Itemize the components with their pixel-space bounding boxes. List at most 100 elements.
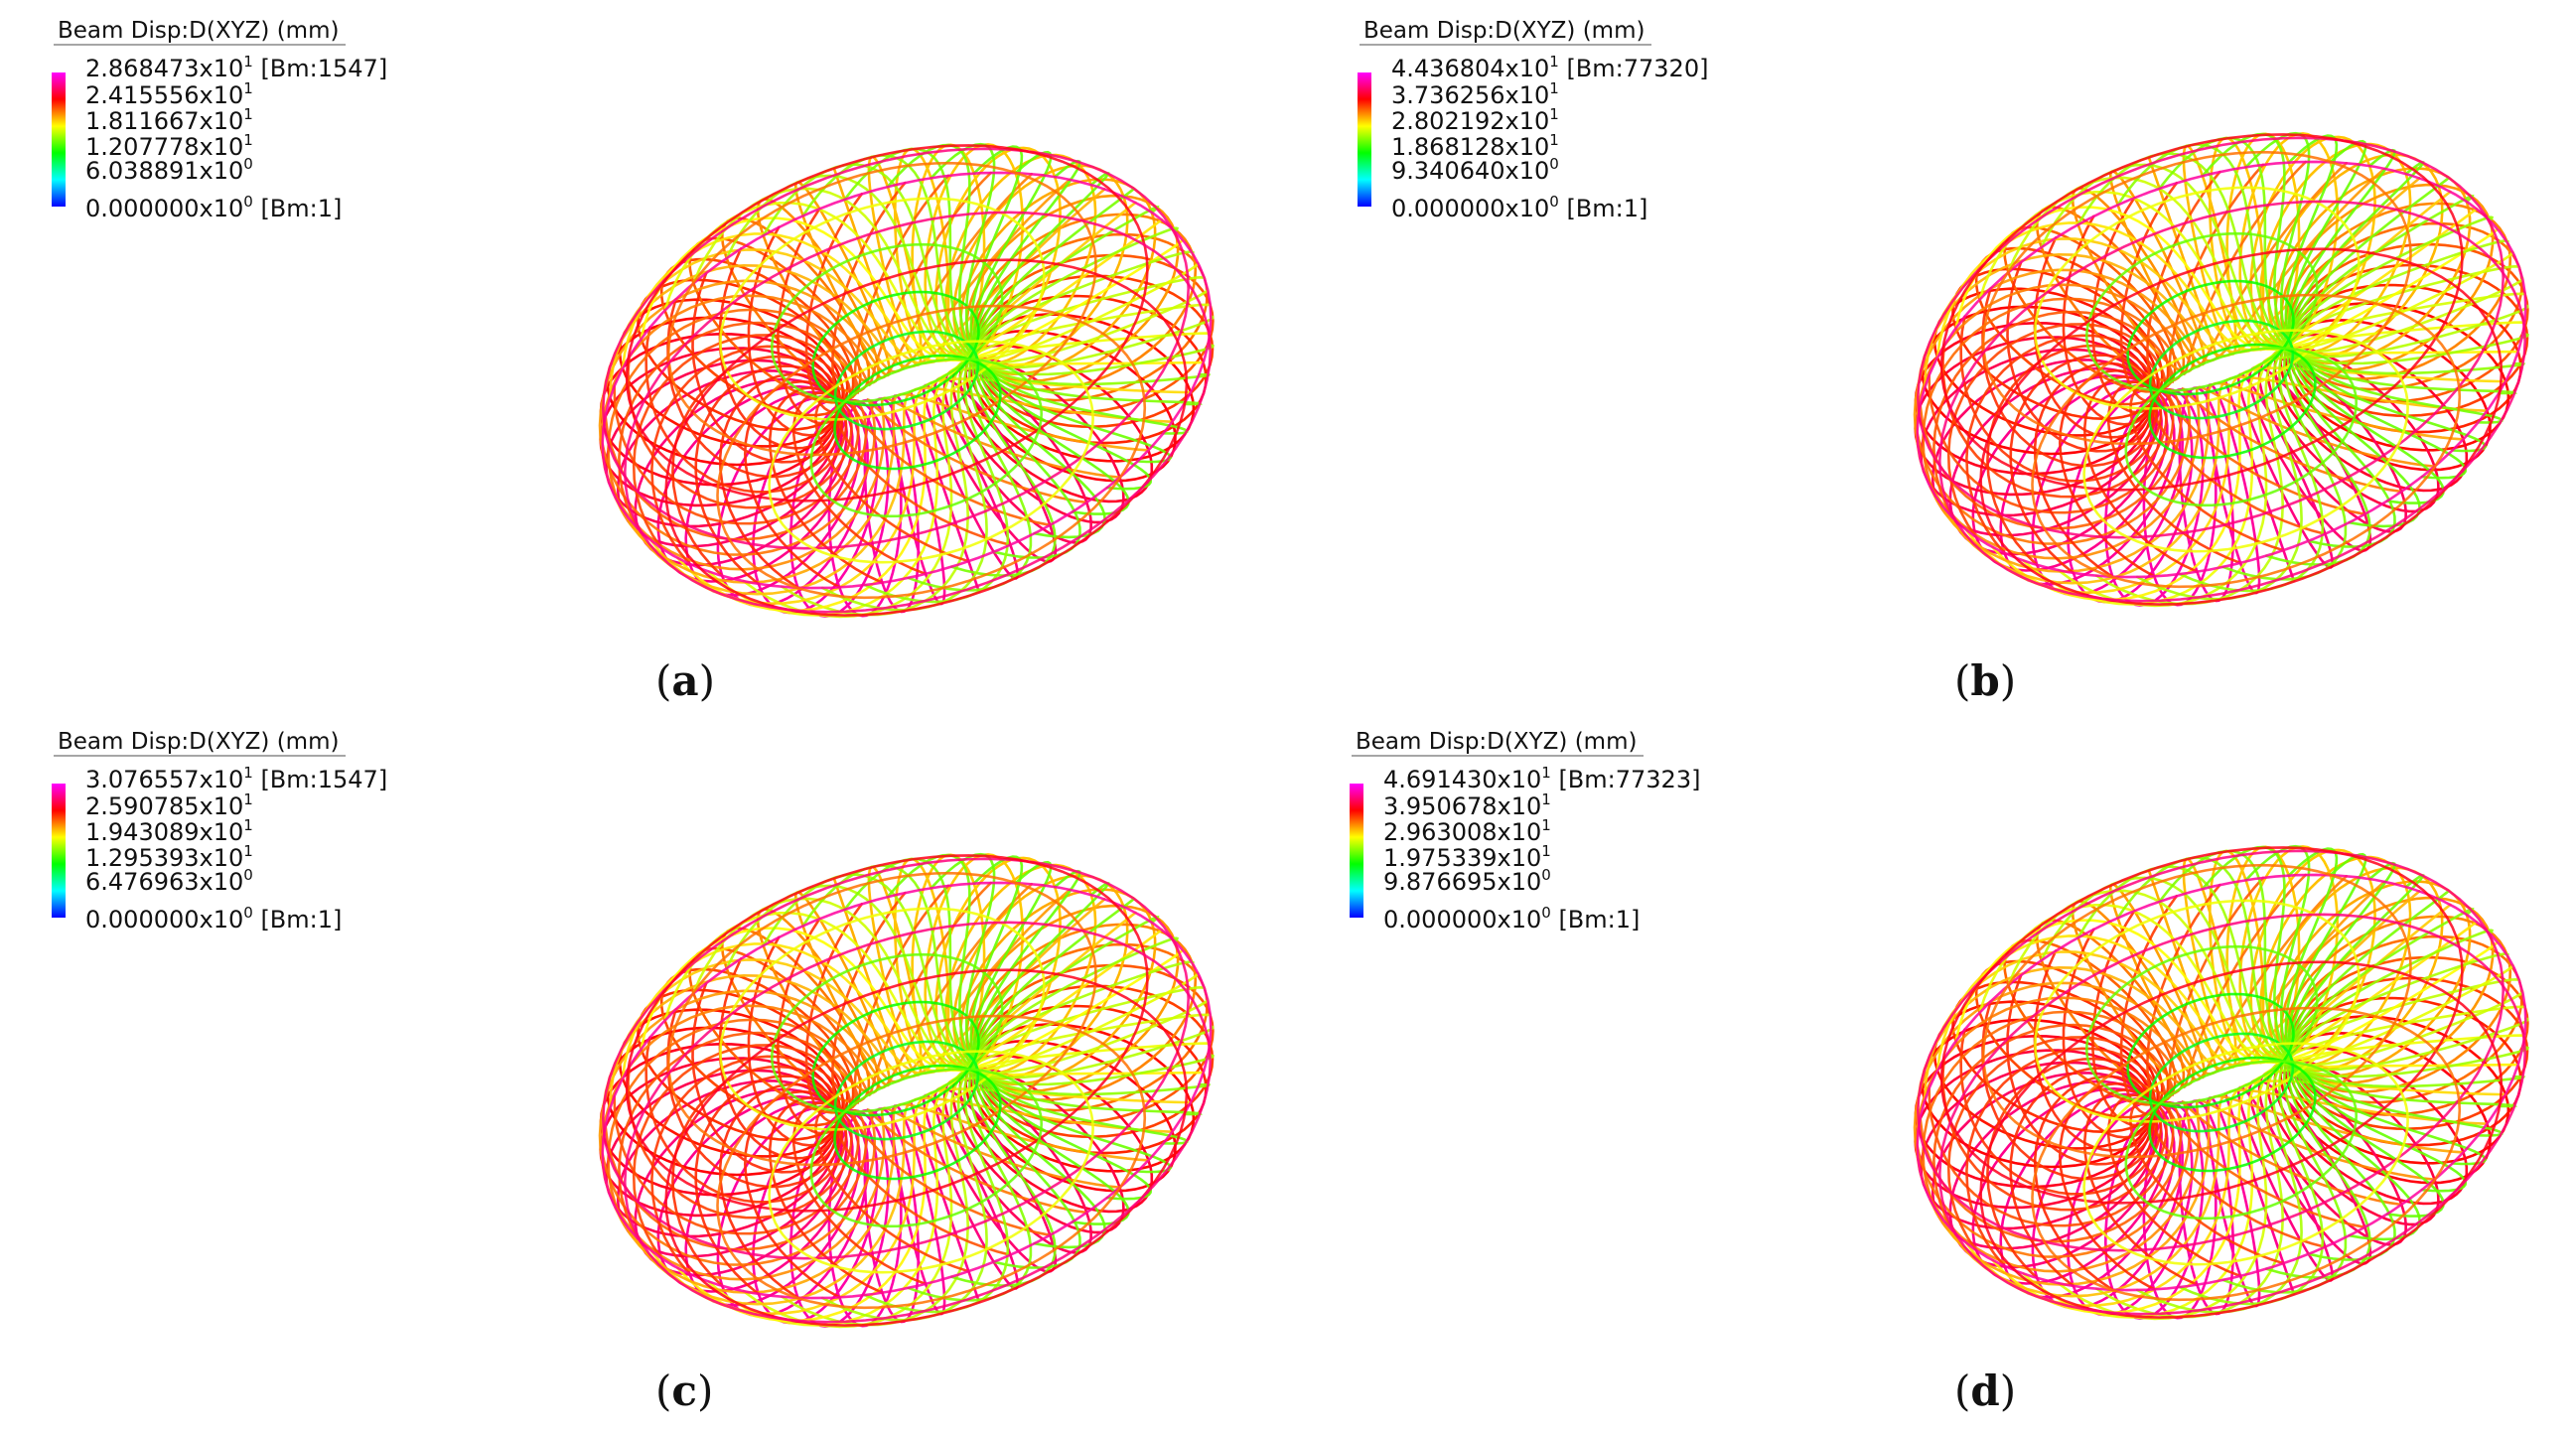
mesh-parallel-12 bbox=[664, 258, 1189, 617]
mesh-parallel-10 bbox=[768, 340, 1094, 564]
legend-exponent: 1 bbox=[1541, 764, 1551, 782]
legend-exponent: 0 bbox=[1541, 866, 1551, 884]
panel-d: Beam Disp:D(XYZ) (mm)4.691430x101 [Bm:77… bbox=[1350, 729, 2529, 1415]
color-scale-bar bbox=[1358, 72, 1371, 207]
legend-mantissa: 1.295393x10 bbox=[85, 844, 243, 872]
panel-caption: (d) bbox=[1954, 1366, 2016, 1415]
legend-mantissa: 2.802192x10 bbox=[1391, 107, 1549, 135]
legend-exponent: 1 bbox=[243, 131, 253, 149]
legend-mantissa: 4.691430x10 bbox=[1383, 766, 1541, 793]
legend-value-4: 6.038891x100 bbox=[85, 155, 253, 185]
legend-value-5: 0.000000x100 [Bm:1] bbox=[1391, 193, 1647, 222]
legend-value-1: 3.736256x101 bbox=[1391, 79, 1559, 109]
caption-close-paren: ) bbox=[2000, 1366, 2016, 1415]
mesh-parallel-2 bbox=[625, 144, 1149, 503]
legend-suffix: [Bm:1] bbox=[1559, 195, 1648, 222]
panel-caption: (c) bbox=[655, 1366, 713, 1415]
legend-exponent: 0 bbox=[243, 904, 253, 922]
mesh-parallel-9 bbox=[809, 358, 1044, 518]
mesh-parallel-3 bbox=[666, 871, 1097, 1167]
legend-exponent: 1 bbox=[243, 53, 253, 71]
legend-exponent: 1 bbox=[1549, 79, 1559, 97]
mesh-parallel-5 bbox=[2084, 231, 2319, 392]
color-scale-bar bbox=[1350, 784, 1363, 918]
legend-value-3: 1.868128x101 bbox=[1391, 131, 1559, 161]
mesh-parallel-0 bbox=[601, 881, 1213, 1300]
torus-wireframe bbox=[1913, 131, 2529, 608]
legend-value-5: 0.000000x100 [Bm:1] bbox=[1383, 904, 1640, 934]
mesh-parallel-4 bbox=[2034, 899, 2361, 1123]
mesh-parallel-13 bbox=[623, 211, 1213, 614]
mesh-parallel-12 bbox=[1979, 960, 2504, 1319]
legend-value-1: 3.950678x101 bbox=[1383, 790, 1551, 820]
legend-value-0: 3.076557x101 [Bm:1547] bbox=[85, 764, 387, 793]
mesh-parallel-6 bbox=[811, 1000, 980, 1117]
legend-exponent: 1 bbox=[1541, 790, 1551, 808]
legend-exponent: 1 bbox=[243, 79, 253, 97]
mesh-parallel-8 bbox=[2148, 343, 2317, 460]
legend-exponent: 1 bbox=[1549, 131, 1559, 149]
legend-exponent: 1 bbox=[243, 842, 253, 860]
mesh-parallel-0 bbox=[1916, 160, 2527, 579]
legend-mantissa: 2.415556x10 bbox=[85, 81, 243, 109]
legend-mantissa: 1.943089x10 bbox=[85, 818, 243, 846]
legend-mantissa: 2.963008x10 bbox=[1383, 818, 1541, 846]
legend-value-3: 1.207778x101 bbox=[85, 131, 253, 161]
mesh-parallel-9 bbox=[2124, 347, 2359, 507]
mesh-parallel-8 bbox=[833, 354, 1002, 471]
torus-wireframe bbox=[1913, 844, 2529, 1321]
legend-value-3: 1.975339x101 bbox=[1383, 842, 1551, 872]
caption-close-paren: ) bbox=[699, 656, 715, 705]
legend-mantissa: 0.000000x10 bbox=[1383, 906, 1541, 934]
legend-exponent: 1 bbox=[1549, 53, 1559, 71]
mesh-parallel-4 bbox=[719, 907, 1046, 1131]
legend-mantissa: 9.340640x10 bbox=[1391, 157, 1549, 185]
caption-open-paren: ( bbox=[1954, 1366, 1970, 1415]
legend-exponent: 0 bbox=[243, 866, 253, 884]
caption-letter: d bbox=[1970, 1366, 1999, 1415]
caption-close-paren: ) bbox=[2000, 656, 2016, 705]
legend-value-5: 0.000000x100 [Bm:1] bbox=[85, 193, 342, 222]
legend-mantissa: 1.811667x10 bbox=[85, 107, 243, 135]
legend-value-2: 1.943089x101 bbox=[85, 816, 253, 846]
mesh-parallel-11 bbox=[716, 1014, 1147, 1310]
mesh-parallel-4 bbox=[2034, 186, 2361, 410]
mesh-parallel-12 bbox=[1979, 247, 2504, 606]
mesh-parallel-10 bbox=[2082, 329, 2409, 553]
caption-close-paren: ) bbox=[697, 1366, 713, 1415]
mesh-parallel-0 bbox=[601, 171, 1213, 590]
legend-mantissa: 2.590785x10 bbox=[85, 792, 243, 820]
legend-value-4: 9.876695x100 bbox=[1383, 866, 1551, 896]
legend-mantissa: 1.207778x10 bbox=[85, 133, 243, 161]
mesh-parallel-11 bbox=[2031, 1006, 2462, 1302]
mesh-parallel-7 bbox=[2148, 1032, 2295, 1133]
panel-caption: (a) bbox=[655, 656, 715, 705]
caption-open-paren: ( bbox=[1954, 656, 1970, 705]
caption-open-paren: ( bbox=[655, 1366, 671, 1415]
legend-value-1: 2.590785x101 bbox=[85, 790, 253, 820]
mesh-parallel-1 bbox=[1916, 136, 2505, 539]
mesh-parallel-13 bbox=[623, 921, 1213, 1324]
mesh-parallel-2 bbox=[1939, 846, 2464, 1205]
mesh-parallel-0 bbox=[1916, 873, 2527, 1292]
legend-value-4: 6.476963x100 bbox=[85, 866, 253, 896]
mesh-parallel-11 bbox=[716, 304, 1147, 600]
legend-exponent: 1 bbox=[243, 764, 253, 782]
color-scale-bar bbox=[52, 784, 66, 918]
mesh-parallel-10 bbox=[2082, 1042, 2409, 1266]
color-scale-bar bbox=[52, 72, 66, 207]
mesh-parallel-7 bbox=[833, 1040, 980, 1141]
legend-exponent: 0 bbox=[243, 155, 253, 173]
mesh-parallel-13 bbox=[1937, 913, 2527, 1316]
legend-exponent: 1 bbox=[1541, 842, 1551, 860]
legend-value-2: 1.811667x101 bbox=[85, 105, 253, 135]
legend-mantissa: 3.950678x10 bbox=[1383, 792, 1541, 820]
legend-value-4: 9.340640x100 bbox=[1391, 155, 1559, 185]
mesh-parallel-8 bbox=[2148, 1056, 2317, 1173]
legend: Beam Disp:D(XYZ) (mm)4.691430x101 [Bm:77… bbox=[1350, 729, 1700, 934]
legend-value-3: 1.295393x101 bbox=[85, 842, 253, 872]
legend-value-0: 2.868473x101 [Bm:1547] bbox=[85, 53, 387, 82]
mesh-parallel-1 bbox=[601, 857, 1191, 1260]
legend-mantissa: 6.476963x10 bbox=[85, 868, 243, 896]
mesh-parallel-6 bbox=[811, 290, 980, 407]
